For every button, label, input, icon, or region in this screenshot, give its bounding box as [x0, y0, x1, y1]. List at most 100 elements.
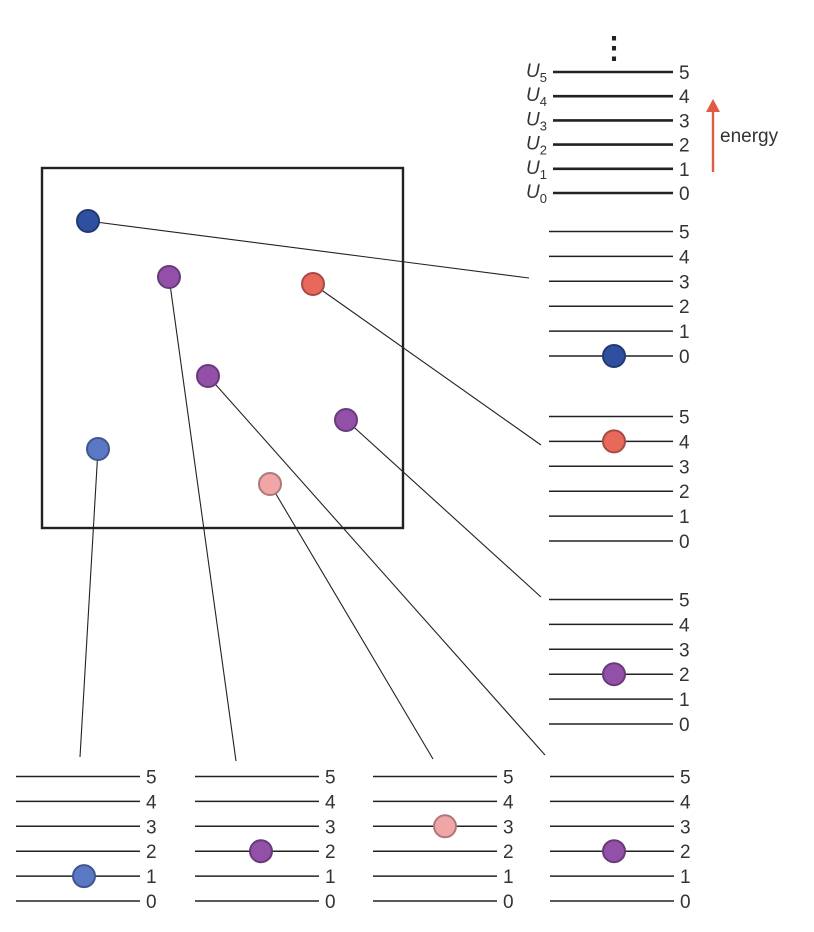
particle-light-blue: [86, 437, 110, 461]
particle-purple-right: [334, 408, 358, 432]
particle-dark-blue-on-level: [602, 344, 626, 368]
u-symbol: U: [526, 109, 540, 130]
level-0-number: 0: [680, 892, 691, 913]
u-symbol: U: [526, 182, 540, 203]
reference-energy-ladder: ⋮ U0 0U1 1U2 2U3 3U4 4U5 5: [526, 32, 690, 206]
connector-pink: [269, 483, 434, 760]
level-0-number: 0: [146, 892, 157, 913]
level-5-number: 5: [679, 223, 690, 244]
reference-level-4-number: 4: [679, 87, 690, 108]
u-symbol: U: [526, 158, 540, 179]
level-3-number: 3: [679, 272, 690, 293]
connector-dark-blue: [87, 220, 530, 279]
reference-level-2-number: 2: [679, 136, 690, 157]
connector-purple-right: [345, 419, 542, 598]
level-2-number: 2: [146, 842, 157, 863]
energy-arrow-head: [706, 99, 720, 112]
level-2-number: 2: [679, 665, 690, 686]
particle-light-blue-on-level: [72, 864, 96, 889]
level-0-number: 0: [679, 715, 690, 736]
reference-level-4-label: U4: [526, 85, 547, 109]
reference-level-0-number: 0: [679, 184, 690, 205]
connector-lines: [79, 220, 546, 762]
u-subscript: 2: [540, 143, 547, 158]
level-5-number: 5: [680, 768, 691, 789]
level-3-number: 3: [679, 640, 690, 661]
level-5-number: 5: [325, 768, 336, 789]
particle-red-on-level: [602, 429, 626, 454]
reference-level-3-number: 3: [679, 111, 690, 132]
level-1-number: 1: [679, 507, 690, 528]
level-2-number: 2: [679, 482, 690, 503]
level-0-number: 0: [679, 347, 690, 368]
u-symbol: U: [526, 85, 540, 106]
level-3-number: 3: [146, 817, 157, 838]
u-subscript: 1: [540, 167, 547, 182]
reference-level-3-label: U3: [526, 109, 547, 133]
u-symbol: U: [526, 134, 540, 155]
connector-light-blue: [79, 448, 99, 758]
particle-pink: [258, 472, 282, 496]
level-2-number: 2: [325, 842, 336, 863]
level-5-number: 5: [679, 591, 690, 612]
reference-level-1-number: 1: [679, 160, 690, 181]
level-1-number: 1: [679, 690, 690, 711]
level-3-number: 3: [680, 817, 691, 838]
connector-purple-middle: [207, 375, 546, 756]
level-0-number: 0: [503, 892, 514, 913]
reference-level-0-label: U0: [526, 182, 547, 206]
level-4-number: 4: [679, 247, 690, 268]
level-2-number: 2: [679, 297, 690, 318]
ladder-light-blue: 0 1 2 3 4 5: [16, 768, 157, 913]
level-2-number: 2: [503, 842, 514, 863]
level-1-number: 1: [325, 867, 336, 888]
level-5-number: 5: [503, 768, 514, 789]
box-particles: [76, 209, 358, 496]
ladder-pink: 0 1 2 3 4 5: [373, 768, 514, 913]
level-3-number: 3: [325, 817, 336, 838]
level-3-number: 3: [503, 817, 514, 838]
particle-purple-top: [157, 265, 181, 289]
particle-pink-on-level: [433, 814, 457, 839]
energy-label: energy: [720, 126, 779, 147]
connector-purple-top: [168, 276, 237, 762]
connector-red: [312, 283, 542, 446]
level-1-number: 1: [680, 867, 691, 888]
u-symbol: U: [526, 61, 540, 82]
reference-level-5-number: 5: [679, 63, 690, 84]
particle-ladders: 0 1 2 3 4 5 0 1 2 3 4 5 0 1 2 3 4 5 0 1 2 3 4 5 0 1 2 3 4 5 0 1 2 3 4 5 0 1 2 3…: [16, 223, 691, 913]
ladder-purple-right: 0 1 2 3 4 5: [549, 591, 690, 736]
u-subscript: 5: [540, 70, 547, 85]
level-4-number: 4: [146, 792, 157, 813]
level-4-number: 4: [679, 432, 690, 453]
ladder-red: 0 1 2 3 4 5: [549, 408, 690, 553]
particle-purple-right-on-level: [602, 662, 626, 687]
particle-purple-middle-on-level: [602, 839, 626, 864]
level-4-number: 4: [679, 615, 690, 636]
reference-level-2-label: U2: [526, 134, 547, 158]
level-5-number: 5: [146, 768, 157, 789]
u-subscript: 3: [540, 118, 547, 133]
particle-red: [301, 272, 325, 296]
ladder-dark-blue: 0 1 2 3 4 5: [549, 223, 690, 368]
level-1-number: 1: [503, 867, 514, 888]
u-subscript: 4: [540, 94, 547, 109]
level-1-number: 1: [146, 867, 157, 888]
level-4-number: 4: [503, 792, 514, 813]
particle-purple-top-on-level: [249, 839, 273, 864]
level-0-number: 0: [679, 532, 690, 553]
particle-purple-middle: [196, 364, 220, 388]
u-subscript: 0: [540, 191, 547, 206]
reference-level-1-label: U1: [526, 158, 547, 182]
level-3-number: 3: [679, 457, 690, 478]
particle-dark-blue: [76, 209, 100, 233]
level-4-number: 4: [325, 792, 336, 813]
ladder-purple-middle: 0 1 2 3 4 5: [550, 768, 691, 913]
reference-level-5-label: U5: [526, 61, 547, 85]
level-1-number: 1: [679, 322, 690, 343]
ladder-purple-top: 0 1 2 3 4 5: [195, 768, 336, 913]
level-0-number: 0: [325, 892, 336, 913]
continuation-dots: ⋮: [599, 32, 629, 65]
level-4-number: 4: [680, 792, 691, 813]
level-5-number: 5: [679, 408, 690, 429]
